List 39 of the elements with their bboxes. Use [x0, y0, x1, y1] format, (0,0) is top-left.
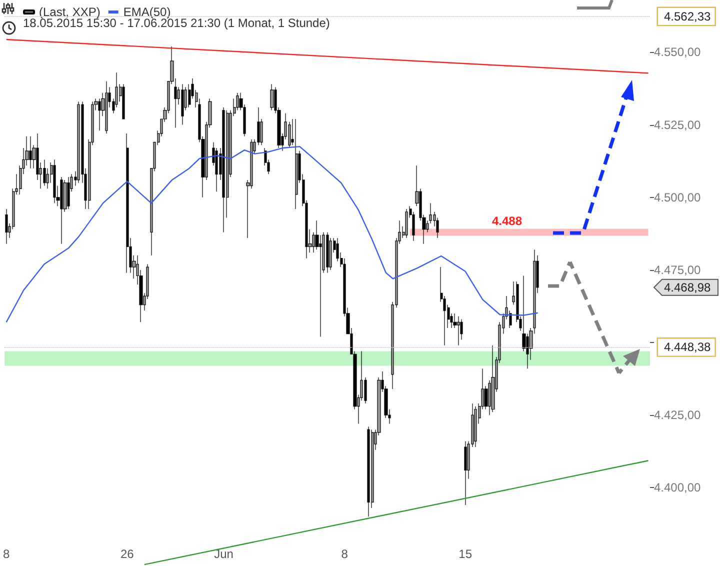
- candlestick: [270, 84, 274, 111]
- annotation: 4.488: [492, 214, 522, 228]
- legend-label: (Last, XXP): [39, 5, 100, 19]
- candlestick: [126, 133, 129, 274]
- y-tick-label: 4.500,00: [654, 190, 702, 204]
- candlestick: [53, 159, 56, 204]
- candlestick: [67, 176, 70, 210]
- candlestick: [43, 159, 46, 186]
- y-tick-label: 4.425,00: [654, 408, 702, 422]
- text: 4.468,98: [664, 280, 712, 294]
- line-series: [6, 146, 538, 323]
- candlestick: [181, 84, 184, 126]
- x-tick-label: 26: [120, 547, 134, 561]
- x-tick-label: Jun: [214, 547, 234, 561]
- y-tick-label: 4.525,00: [654, 118, 702, 132]
- x-tick-label: 8: [2, 547, 10, 561]
- candlestick: [326, 232, 329, 274]
- legend-label: EMA(50): [123, 5, 171, 19]
- x-tick-label: 8: [341, 547, 348, 561]
- y-tick-label: 4.475,00: [654, 262, 702, 277]
- candlestick: [105, 80, 108, 134]
- candlestick: [474, 406, 477, 448]
- candlestick: [464, 440, 467, 506]
- candlestick: [222, 107, 225, 233]
- candlestick: [405, 208, 408, 238]
- y-tick-label: 4.400,00: [654, 480, 702, 495]
- y-tick-label: 4.550,00: [654, 45, 702, 60]
- candlestick: [5, 208, 8, 244]
- candlestick: [122, 84, 125, 120]
- candlestick: [29, 136, 32, 169]
- candlestick: [367, 426, 370, 517]
- ref-line-label: 4.562,33: [664, 9, 712, 24]
- x-tick-label: 15: [458, 547, 472, 561]
- ref-line-label: 4.448,38: [664, 340, 712, 354]
- candlestick: [491, 345, 495, 412]
- candlestick: [60, 176, 63, 244]
- candlestick: [295, 118, 298, 210]
- candlestick: [77, 101, 80, 184]
- candlestick: [457, 316, 460, 346]
